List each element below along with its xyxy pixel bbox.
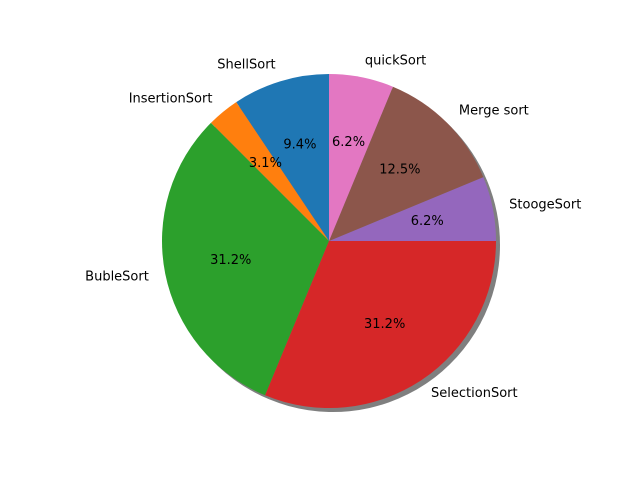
slice-percent-stoogesort: 6.2% [411,214,444,229]
pie-labels: ShellSort 9.4% InsertionSort 3.1% BubleSort 3… [85,53,581,401]
slice-label-insertionsort: InsertionSort [129,91,213,106]
pie-slice-merge-sort [329,86,484,241]
pie-slice-shellsort [236,74,329,241]
slice-percent-quicksort: 6.2% [332,135,365,150]
slice-percent-bublesort: 31.2% [210,253,251,268]
pie-slice-insertionsort [210,102,329,241]
pie-slice-stoogesort [329,177,496,241]
slice-percent-insertionsort: 3.1% [249,156,282,171]
slice-label-bublesort: BubleSort [85,269,149,284]
slice-label-merge-sort: Merge sort [459,104,529,119]
pie-slice-selectionsort [265,241,496,408]
slice-label-selectionsort: SelectionSort [431,386,518,401]
slice-percent-merge-sort: 12.5% [379,163,420,178]
slice-percent-selectionsort: 31.2% [364,317,405,332]
pie-slice-quicksort [329,74,393,241]
slice-label-stoogesort: StoogeSort [509,198,581,213]
slice-label-quicksort: quickSort [365,53,426,68]
pie-slices [161,74,496,408]
slice-label-shellsort: ShellSort [217,58,275,73]
slice-percent-shellsort: 9.4% [283,138,316,153]
pie-slice-bublesort [161,122,329,396]
